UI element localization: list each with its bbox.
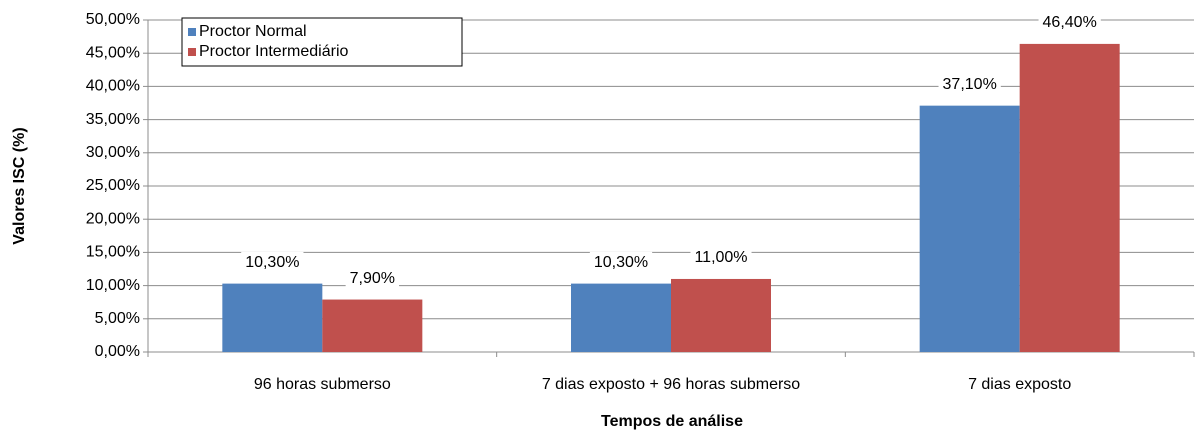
data-label: 10,30% [245,254,299,271]
legend-swatch [188,48,196,56]
y-tick-label: 25,00% [86,177,140,194]
label-background [589,251,653,273]
legend-label: Proctor Normal [199,23,307,40]
data-label: 7,90% [350,270,395,287]
y-tick-label: 20,00% [86,210,140,227]
legend-label: Proctor Intermediário [199,43,348,60]
y-tick-label: 0,00% [95,343,140,360]
y-tick-label: 10,00% [86,277,140,294]
y-axis-title: Valores ISC (%) [11,127,28,244]
label-background [345,267,400,289]
bar [322,299,423,352]
data-label: 37,10% [943,76,997,93]
y-tick-label: 30,00% [86,144,140,161]
x-axis-title: Tempos de análise [601,413,743,430]
bar [671,278,771,352]
y-tick-label: 35,00% [86,111,140,128]
bar [1019,43,1120,353]
label-background [1038,12,1101,34]
bar [222,283,323,352]
x-tick-label: 96 horas submerso [254,376,391,393]
data-label: 11,00% [694,249,747,266]
y-tick-label: 15,00% [86,244,140,261]
bar [919,105,1020,352]
y-tick-label: 45,00% [86,44,140,61]
y-tick-label: 40,00% [86,78,140,95]
data-label: 46,40% [1043,14,1097,31]
bar [571,283,671,352]
y-tick-label: 5,00% [95,310,140,327]
legend-swatch [188,28,196,36]
x-tick-label: 7 dias exposto + 96 horas submerso [542,376,800,393]
label-background [938,73,1001,95]
legend-box [181,17,463,67]
y-tick-label: 50,00% [86,11,140,28]
label-background [690,247,752,269]
label-background [241,251,304,273]
data-label: 10,30% [594,254,648,271]
x-tick-label: 7 dias exposto [968,376,1071,393]
